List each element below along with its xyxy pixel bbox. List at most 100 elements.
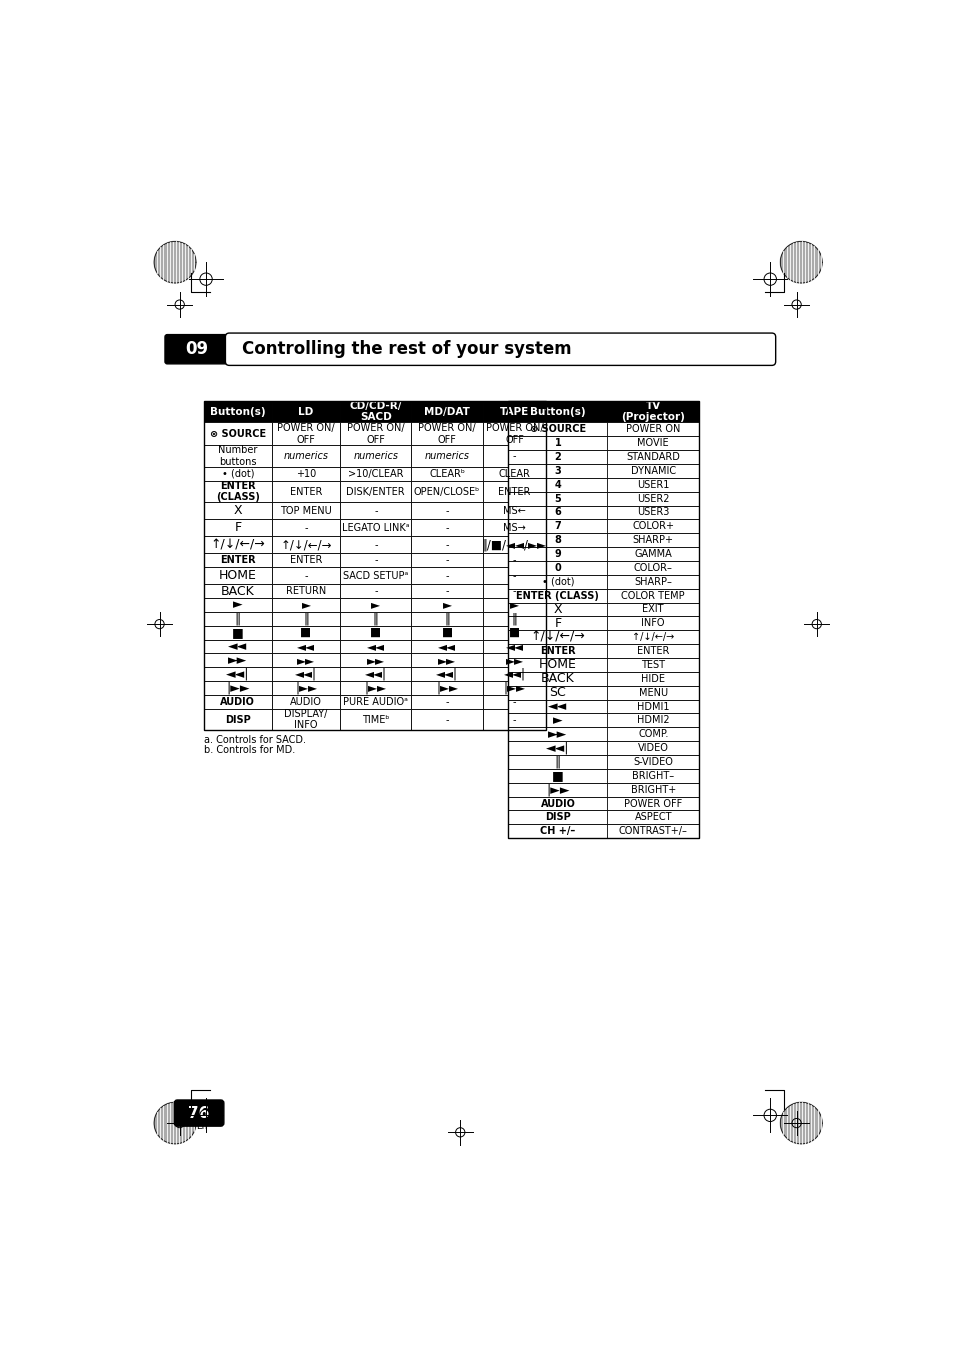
Bar [204, 694, 272, 709]
Bar [508, 686, 607, 700]
Text: ►: ► [442, 598, 451, 612]
Text: 5: 5 [554, 493, 560, 504]
Text: Button(s): Button(s) [530, 407, 585, 416]
Text: -: - [304, 570, 308, 581]
Text: POWER ON/
OFF: POWER ON/ OFF [347, 423, 404, 444]
Text: ENTER: ENTER [220, 555, 255, 565]
Text: SHARP+: SHARP+ [632, 535, 673, 546]
Text: ►►: ►► [296, 654, 314, 667]
Text: COLOR+: COLOR+ [632, 521, 674, 531]
Bar [508, 478, 607, 492]
Bar [508, 401, 699, 838]
Text: ◄◄|: ◄◄| [503, 667, 525, 681]
Bar [411, 709, 482, 731]
Text: • (dot): • (dot) [221, 469, 253, 480]
Text: HDMI1: HDMI1 [637, 701, 669, 712]
Text: -: - [374, 555, 377, 565]
Bar [482, 667, 546, 681]
Bar [482, 481, 546, 503]
Text: numerics: numerics [353, 451, 397, 461]
Text: ‖/■/◄◄/►►: ‖/■/◄◄/►► [481, 538, 546, 551]
Bar [272, 446, 340, 467]
Bar [607, 436, 699, 450]
Bar [411, 598, 482, 612]
Text: numerics: numerics [424, 451, 469, 461]
Text: ■: ■ [552, 769, 563, 782]
Bar [204, 681, 272, 694]
Bar [607, 782, 699, 797]
Bar [411, 584, 482, 598]
Bar [340, 503, 411, 519]
Bar [482, 401, 546, 423]
Text: ENTER: ENTER [637, 646, 669, 657]
Bar [607, 574, 699, 589]
Text: TOP MENU: TOP MENU [280, 505, 332, 516]
Bar [272, 681, 340, 694]
Text: ↑/↓/←/→: ↑/↓/←/→ [211, 538, 265, 551]
Bar [340, 709, 411, 731]
Bar [340, 554, 411, 567]
Text: AUDIO: AUDIO [220, 697, 255, 707]
Bar [340, 567, 411, 584]
Text: ◄◄: ◄◄ [505, 640, 523, 653]
Bar [411, 536, 482, 554]
Text: |►►: |►► [545, 784, 569, 796]
Text: ENTER: ENTER [290, 555, 322, 565]
Bar [508, 811, 607, 824]
Text: BACK: BACK [221, 585, 254, 597]
Text: HOME: HOME [538, 658, 577, 671]
Bar [340, 654, 411, 667]
Bar [204, 536, 272, 554]
Bar [607, 547, 699, 561]
Text: ASPECT: ASPECT [634, 812, 671, 823]
Bar [272, 709, 340, 731]
Text: • (dot): • (dot) [541, 577, 574, 586]
Text: TEST: TEST [640, 659, 664, 670]
Text: HDMI2: HDMI2 [637, 716, 669, 725]
Text: 1: 1 [554, 438, 560, 449]
Text: LEGATO LINKᵃ: LEGATO LINKᵃ [342, 523, 409, 532]
Text: ◄◄|: ◄◄| [545, 742, 569, 755]
Bar [272, 554, 340, 567]
Bar [340, 536, 411, 554]
Text: -: - [512, 555, 516, 565]
Text: ‖: ‖ [234, 612, 241, 626]
Text: 76: 76 [188, 1105, 210, 1120]
Text: ENTER: ENTER [539, 646, 575, 657]
Text: ENTER: ENTER [290, 486, 322, 497]
Text: BRIGHT–: BRIGHT– [632, 771, 674, 781]
Text: -: - [445, 523, 448, 532]
Bar [204, 503, 272, 519]
Text: CD/CD-R/
SACD: CD/CD-R/ SACD [349, 401, 401, 423]
Bar [340, 612, 411, 626]
Bar [482, 584, 546, 598]
Text: ►►: ►► [505, 654, 523, 667]
Bar [204, 481, 272, 503]
Text: ■: ■ [508, 626, 519, 639]
Text: X: X [233, 504, 242, 517]
Bar [411, 519, 482, 536]
Text: ‖: ‖ [303, 612, 309, 626]
Bar [482, 612, 546, 626]
Text: DISK/ENTER: DISK/ENTER [346, 486, 405, 497]
Text: ◄◄: ◄◄ [296, 640, 314, 653]
Bar [508, 658, 607, 671]
Text: 09: 09 [185, 340, 208, 358]
Text: 0: 0 [554, 563, 560, 573]
Bar [508, 797, 607, 811]
Text: -: - [374, 586, 377, 596]
Bar [482, 626, 546, 639]
Text: SHARP–: SHARP– [634, 577, 672, 586]
Text: ‖: ‖ [511, 612, 517, 626]
Bar [204, 446, 272, 467]
Bar [508, 644, 607, 658]
Bar [607, 478, 699, 492]
Text: -: - [445, 715, 448, 724]
Bar [272, 401, 340, 423]
Bar [607, 755, 699, 769]
Bar [482, 423, 546, 446]
Text: ‖: ‖ [373, 612, 378, 626]
Text: X: X [553, 603, 561, 616]
Bar [607, 561, 699, 574]
Text: -: - [512, 451, 516, 461]
